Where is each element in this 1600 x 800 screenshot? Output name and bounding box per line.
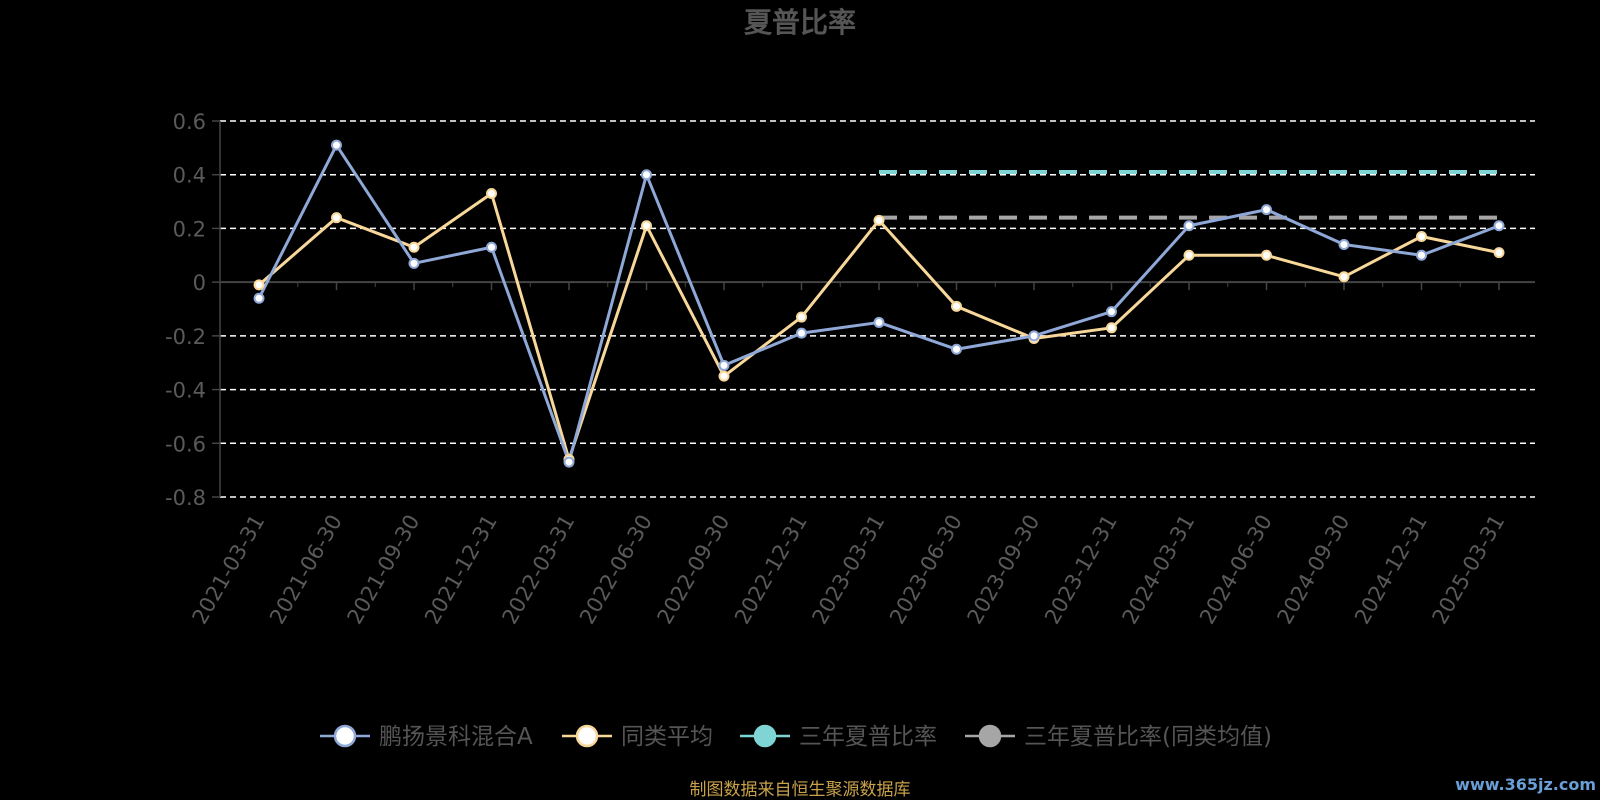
data-point-fund[interactable] xyxy=(1493,220,1505,232)
data-point-category-avg[interactable] xyxy=(1106,322,1117,334)
reference-lines xyxy=(879,170,1499,220)
data-point-category-avg[interactable] xyxy=(1261,249,1272,261)
data-point-category-avg[interactable] xyxy=(253,279,265,291)
y-tick-label: 0.2 xyxy=(173,217,206,241)
data-point-fund[interactable] xyxy=(718,359,730,371)
legend-marker-three-year xyxy=(753,724,777,748)
y-tick-label: -0.4 xyxy=(165,379,206,403)
x-tick-label: 2022-12-31 xyxy=(730,511,812,629)
legend-marker-three-year-avg xyxy=(978,724,1002,748)
data-point-fund[interactable] xyxy=(1106,306,1117,318)
data-point-category-avg[interactable] xyxy=(1416,230,1427,242)
legend-item-three-year-avg[interactable]: 三年夏普比率(同类均值) xyxy=(965,724,1272,750)
x-tick-label: 2022-06-30 xyxy=(575,511,657,629)
x-tick-label: 2024-06-30 xyxy=(1195,511,1277,629)
legend-item-three-year[interactable]: 三年夏普比率 xyxy=(740,724,937,750)
x-tick-label: 2021-06-30 xyxy=(265,511,347,629)
data-point-category-avg[interactable] xyxy=(1338,271,1350,283)
x-tick-label: 2024-03-31 xyxy=(1118,511,1200,629)
y-tick-label: 0.4 xyxy=(173,164,206,188)
data-point-fund[interactable] xyxy=(253,292,265,304)
y-tick-label: -0.8 xyxy=(165,486,206,510)
data-point-fund[interactable] xyxy=(331,139,342,151)
data-point-fund[interactable] xyxy=(873,316,885,328)
y-axis-tick-labels: 0.6 0.4 0.2 0 -0.2 -0.4 -0.6 -0.8 xyxy=(165,110,206,510)
data-point-fund[interactable] xyxy=(1261,204,1272,216)
grid-lines xyxy=(220,120,1535,498)
x-tick-label: 2023-03-31 xyxy=(808,511,890,629)
legend-item-fund[interactable]: 鹏扬景科混合A xyxy=(320,724,533,750)
data-point-fund[interactable] xyxy=(563,456,575,468)
data-point-category-avg[interactable] xyxy=(796,311,807,323)
legend-label-fund: 鹏扬景科混合A xyxy=(379,724,533,750)
x-tick-label: 2024-09-30 xyxy=(1273,511,1355,629)
y-tick-label: 0 xyxy=(193,271,206,295)
data-source-note: 制图数据来自恒生聚源数据库 xyxy=(690,780,911,800)
legend-label-three-year-avg: 三年夏普比率(同类均值) xyxy=(1024,724,1272,750)
series-lines xyxy=(257,143,1500,464)
data-point-fund[interactable] xyxy=(1338,239,1350,251)
x-tick-label: 2023-12-31 xyxy=(1040,511,1122,629)
x-tick-label: 2021-03-31 xyxy=(188,511,270,629)
watermark: www.365jz.com xyxy=(1455,775,1596,794)
legend-marker-fund xyxy=(333,724,357,748)
series-markers xyxy=(253,139,1505,468)
x-tick-label: 2021-09-30 xyxy=(343,511,425,629)
data-point-fund[interactable] xyxy=(408,257,420,269)
data-point-fund[interactable] xyxy=(1183,220,1195,232)
data-point-fund[interactable] xyxy=(796,327,807,339)
data-point-category-avg[interactable] xyxy=(873,214,885,226)
x-axis-tick-labels: 2021-03-312021-06-302021-09-302021-12-31… xyxy=(188,511,1510,629)
data-point-fund[interactable] xyxy=(1416,249,1427,261)
y-tick-label: -0.2 xyxy=(165,325,206,349)
legend-label-category-avg: 同类平均 xyxy=(621,724,713,750)
data-point-category-avg[interactable] xyxy=(331,212,342,224)
data-point-fund[interactable] xyxy=(1028,330,1040,342)
x-tick-label: 2022-09-30 xyxy=(653,511,735,629)
data-point-category-avg[interactable] xyxy=(408,241,420,253)
data-point-fund[interactable] xyxy=(951,343,962,355)
x-tick-label: 2024-12-31 xyxy=(1350,511,1432,629)
y-tick-label: -0.6 xyxy=(165,432,206,456)
data-point-fund[interactable] xyxy=(486,241,497,253)
data-point-fund[interactable] xyxy=(641,169,652,181)
legend: 鹏扬景科混合A 同类平均 三年夏普比率 三年夏普比率(同类均值) xyxy=(320,724,1272,750)
data-point-category-avg[interactable] xyxy=(641,220,652,232)
data-point-category-avg[interactable] xyxy=(718,370,730,382)
y-tick-label: 0.6 xyxy=(173,110,206,134)
data-point-category-avg[interactable] xyxy=(486,188,497,200)
series-line-fund xyxy=(257,143,1500,464)
data-point-category-avg[interactable] xyxy=(1493,247,1505,259)
x-tick-label: 2025-03-31 xyxy=(1428,511,1510,629)
legend-item-category-avg[interactable]: 同类平均 xyxy=(562,724,713,750)
data-point-category-avg[interactable] xyxy=(1183,249,1195,261)
legend-marker-category-avg xyxy=(575,724,599,748)
axes xyxy=(212,120,1535,498)
x-tick-label: 2023-09-30 xyxy=(963,511,1045,629)
legend-label-three-year: 三年夏普比率 xyxy=(799,724,937,750)
chart-title: 夏普比率 xyxy=(744,6,856,39)
x-tick-label: 2021-12-31 xyxy=(420,511,502,629)
x-tick-label: 2023-06-30 xyxy=(885,511,967,629)
data-point-category-avg[interactable] xyxy=(951,300,962,312)
x-tick-label: 2022-03-31 xyxy=(498,511,580,629)
